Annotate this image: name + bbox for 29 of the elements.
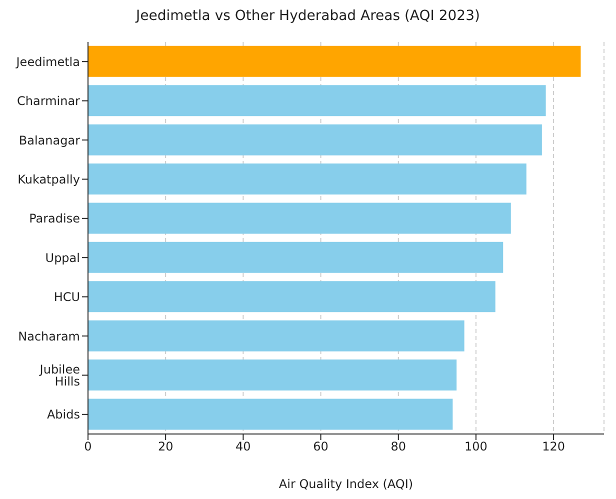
y-tick-label: Abids xyxy=(46,408,80,422)
y-tick-label: Charminar xyxy=(17,94,80,108)
bar xyxy=(88,242,504,273)
y-tick-label: Paradise xyxy=(29,212,80,226)
bar xyxy=(88,202,511,234)
y-tick-label: Uppal xyxy=(45,250,80,265)
bar xyxy=(88,320,464,352)
bar xyxy=(88,281,496,312)
bar xyxy=(88,164,526,195)
bar xyxy=(88,85,546,116)
x-tick-label: 40 xyxy=(236,440,251,454)
x-tick-label: 0 xyxy=(84,440,92,454)
y-tick-label: Jeedimetla xyxy=(15,54,80,69)
x-tick-label: 60 xyxy=(313,440,328,454)
x-axis-title: Air Quality Index (AQI) xyxy=(278,477,414,491)
bar xyxy=(88,124,542,156)
y-tick-label: Kukatpally xyxy=(18,172,80,186)
y-tick-label: Balanagar xyxy=(18,133,80,148)
y-tick-label: Nacharam xyxy=(18,329,80,344)
x-tick-label: 120 xyxy=(542,440,566,454)
x-tick-label: 20 xyxy=(158,440,174,454)
y-tick-label: HCU xyxy=(54,290,80,304)
bar xyxy=(88,46,581,77)
x-tick-label: 80 xyxy=(390,440,406,454)
x-tick-label: 100 xyxy=(464,440,488,454)
y-tick-label: Jubilee Hills xyxy=(38,362,80,388)
chart-title: Jeedimetla vs Other Hyderabad Areas (AQI 2023) xyxy=(134,8,481,26)
bar xyxy=(88,398,453,430)
bar xyxy=(88,360,457,391)
